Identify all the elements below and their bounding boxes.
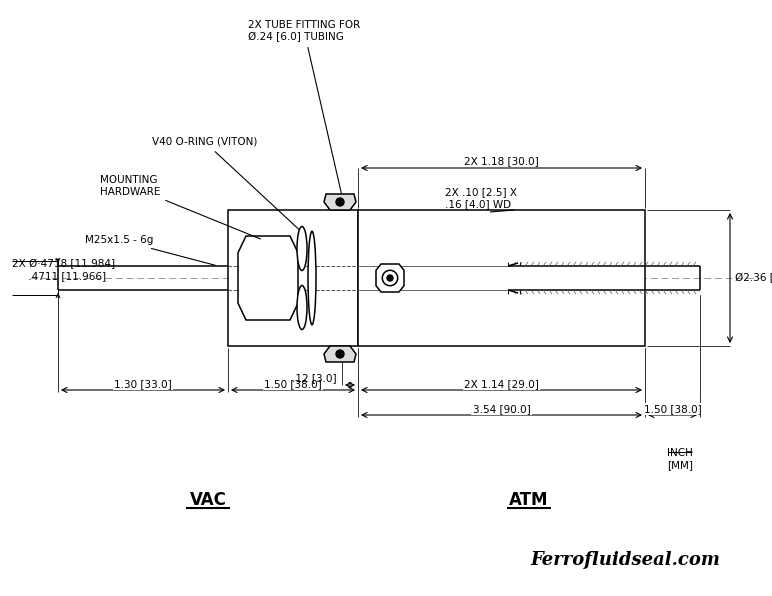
Polygon shape <box>376 264 404 292</box>
Polygon shape <box>238 236 298 320</box>
Text: V40 O-RING (VITON): V40 O-RING (VITON) <box>152 137 304 234</box>
Bar <box>228 210 358 346</box>
Text: 3.54 [90.0]: 3.54 [90.0] <box>472 404 530 414</box>
Polygon shape <box>324 194 356 210</box>
Text: ATM: ATM <box>510 491 549 509</box>
Text: Ø2.36 [60.0]: Ø2.36 [60.0] <box>735 273 772 283</box>
Text: 2X TUBE FITTING FOR
Ø.24 [6.0] TUBING: 2X TUBE FITTING FOR Ø.24 [6.0] TUBING <box>248 20 361 193</box>
Circle shape <box>336 198 344 206</box>
Text: .12 [3.0]: .12 [3.0] <box>293 373 337 383</box>
Text: MOUNTING
HARDWARE: MOUNTING HARDWARE <box>100 175 260 239</box>
Text: 1.50 [38.0]: 1.50 [38.0] <box>644 404 702 414</box>
Text: 1.30 [33.0]: 1.30 [33.0] <box>114 379 172 389</box>
Text: VAC: VAC <box>190 491 226 509</box>
Polygon shape <box>324 346 356 362</box>
Circle shape <box>387 275 393 281</box>
Ellipse shape <box>297 285 307 330</box>
Text: 1.50 [38.0]: 1.50 [38.0] <box>264 379 322 389</box>
Ellipse shape <box>297 226 307 271</box>
Text: 2X 1.14 [29.0]: 2X 1.14 [29.0] <box>464 379 539 389</box>
Text: 2X .10 [2.5] X
.16 [4.0] WD: 2X .10 [2.5] X .16 [4.0] WD <box>445 187 517 209</box>
Text: Ferrofluidseal.com: Ferrofluidseal.com <box>530 551 720 569</box>
Circle shape <box>336 350 344 358</box>
Circle shape <box>382 271 398 285</box>
Text: INCH
[MM]: INCH [MM] <box>667 448 693 470</box>
Text: M25x1.5 - 6g: M25x1.5 - 6g <box>85 235 215 265</box>
Ellipse shape <box>308 231 316 325</box>
Bar <box>358 210 645 346</box>
Text: 2X Ø·4718 [11.984]
     .4711 [11.966]: 2X Ø·4718 [11.984] .4711 [11.966] <box>12 259 115 281</box>
Text: 2X 1.18 [30.0]: 2X 1.18 [30.0] <box>464 156 539 166</box>
